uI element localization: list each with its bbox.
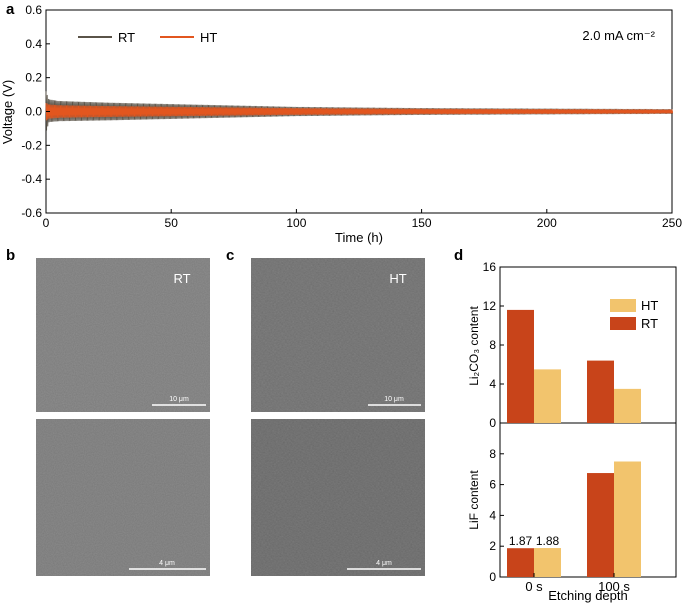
x-tick-label-a-3: 150 xyxy=(412,216,432,230)
sem-image-c-top xyxy=(251,258,425,412)
bar-li2co3-ht-1 xyxy=(614,388,641,423)
sem-label-ht: HT xyxy=(389,271,406,286)
y-axis-ticks-d-bottom: 0 2 4 6 8 xyxy=(489,447,504,584)
etching-depth-bar-charts: 0 4 8 12 16 0 2 4 6 8 0 s 100 s 1.87 1.88 Li₂CO₃ c… xyxy=(467,260,677,603)
panel-label-a: a xyxy=(6,1,15,18)
bar-li2co3-rt-1 xyxy=(587,360,614,423)
voltage-time-chart: -0.6 -0.4 -0.2 0.0 0.2 0.4 0.6 0 50 100 150 200 250… xyxy=(0,3,682,245)
y-tick-label-a-0: -0.6 xyxy=(21,206,42,220)
x-axis-ticks-d: 0 s 100 s xyxy=(525,573,630,594)
x-tick-label-a-4: 200 xyxy=(537,216,557,230)
x-tick-label-a-1: 50 xyxy=(165,216,179,230)
y-tick-label-a-6: 0.6 xyxy=(25,3,42,17)
bar-lif-ht-1 xyxy=(614,461,641,577)
y-axis-label-d-bottom: LiF content xyxy=(467,470,481,530)
y-tick-label-d-top-1: 4 xyxy=(489,377,496,391)
x-tick-label-a-5: 250 xyxy=(662,216,682,230)
scale-label-b-top: 10 μm xyxy=(169,396,189,403)
sem-image-b-top xyxy=(36,258,210,412)
sem-panel-b: RT 10 μm 4 μm xyxy=(36,258,210,576)
x-tick-label-a-0: 0 xyxy=(43,216,50,230)
panel-label-c: c xyxy=(226,247,234,264)
y-tick-label-d-top-2: 8 xyxy=(489,338,496,352)
x-axis-label-a: Time (h) xyxy=(335,230,383,245)
sem-label-rt: RT xyxy=(173,271,190,286)
li2co3-bars xyxy=(507,309,641,423)
current-density-annotation: 2.0 mA cm⁻² xyxy=(582,28,655,43)
bar-li2co3-ht-0 xyxy=(534,369,561,423)
y-tick-label-d-bottom-3: 6 xyxy=(489,478,496,492)
voltage-bands xyxy=(45,91,674,131)
x-tick-label-a-2: 100 xyxy=(286,216,306,230)
y-axis-label-d-top: Li₂CO₃ content xyxy=(467,306,481,386)
y-tick-label-a-2: -0.2 xyxy=(21,138,42,152)
legend-swatch-rt-d xyxy=(610,317,636,330)
y-tick-label-d-bottom-1: 2 xyxy=(489,539,496,553)
lif-data-labels: 1.87 1.88 xyxy=(509,534,560,548)
y-tick-label-d-top-3: 12 xyxy=(483,299,497,313)
y-tick-label-a-3: 0.0 xyxy=(25,105,42,119)
legend-d: HT RT xyxy=(610,298,658,331)
y-tick-label-a-5: 0.4 xyxy=(25,37,42,51)
scale-label-c-top: 10 μm xyxy=(384,396,404,403)
x-axis-label-d: Etching depth xyxy=(548,588,628,603)
sem-panel-c: HT 10 μm 4 μm xyxy=(251,258,425,576)
legend-label-rt: RT xyxy=(118,30,135,45)
legend-label-ht-d: HT xyxy=(641,298,658,313)
y-axis-ticks-a: -0.6 -0.4 -0.2 0.0 0.2 0.4 0.6 xyxy=(21,3,50,220)
lif-data-label-1: 1.88 xyxy=(536,534,560,548)
y-tick-label-d-bottom-4: 8 xyxy=(489,447,496,461)
bar-lif-rt-0 xyxy=(507,548,534,577)
y-axis-label-a: Voltage (V) xyxy=(0,80,15,144)
x-tick-label-d-1: 100 s xyxy=(598,579,630,594)
bar-lif-rt-1 xyxy=(587,473,614,577)
y-tick-label-d-bottom-0: 0 xyxy=(489,570,496,584)
lif-bars xyxy=(507,461,641,577)
scale-label-b-bottom: 4 μm xyxy=(159,560,175,567)
sem-image-c-bottom xyxy=(251,419,425,576)
y-tick-label-d-bottom-2: 4 xyxy=(489,508,496,522)
legend-a: RT HT xyxy=(78,30,217,45)
y-tick-label-a-1: -0.4 xyxy=(21,172,42,186)
panel-label-d: d xyxy=(454,247,463,264)
bar-lif-ht-0 xyxy=(534,548,561,577)
y-axis-ticks-d-top: 0 4 8 12 16 xyxy=(483,260,504,430)
legend-label-rt-d: RT xyxy=(641,316,658,331)
legend-label-ht: HT xyxy=(200,30,217,45)
legend-swatch-ht-d xyxy=(610,299,636,312)
bar-li2co3-rt-0 xyxy=(507,309,534,423)
y-tick-label-a-4: 0.2 xyxy=(25,71,42,85)
lif-data-label-0: 1.87 xyxy=(509,534,533,548)
sem-image-b-bottom xyxy=(36,419,210,576)
voltage-series-ht xyxy=(45,103,674,121)
scale-label-c-bottom: 4 μm xyxy=(376,560,392,567)
x-tick-label-d-0: 0 s xyxy=(525,579,543,594)
y-tick-label-d-top-4: 16 xyxy=(483,260,497,274)
x-axis-ticks-a: 0 50 100 150 200 250 xyxy=(43,209,682,230)
y-tick-label-d-top-0: 0 xyxy=(489,416,496,430)
panel-label-b: b xyxy=(6,247,15,264)
